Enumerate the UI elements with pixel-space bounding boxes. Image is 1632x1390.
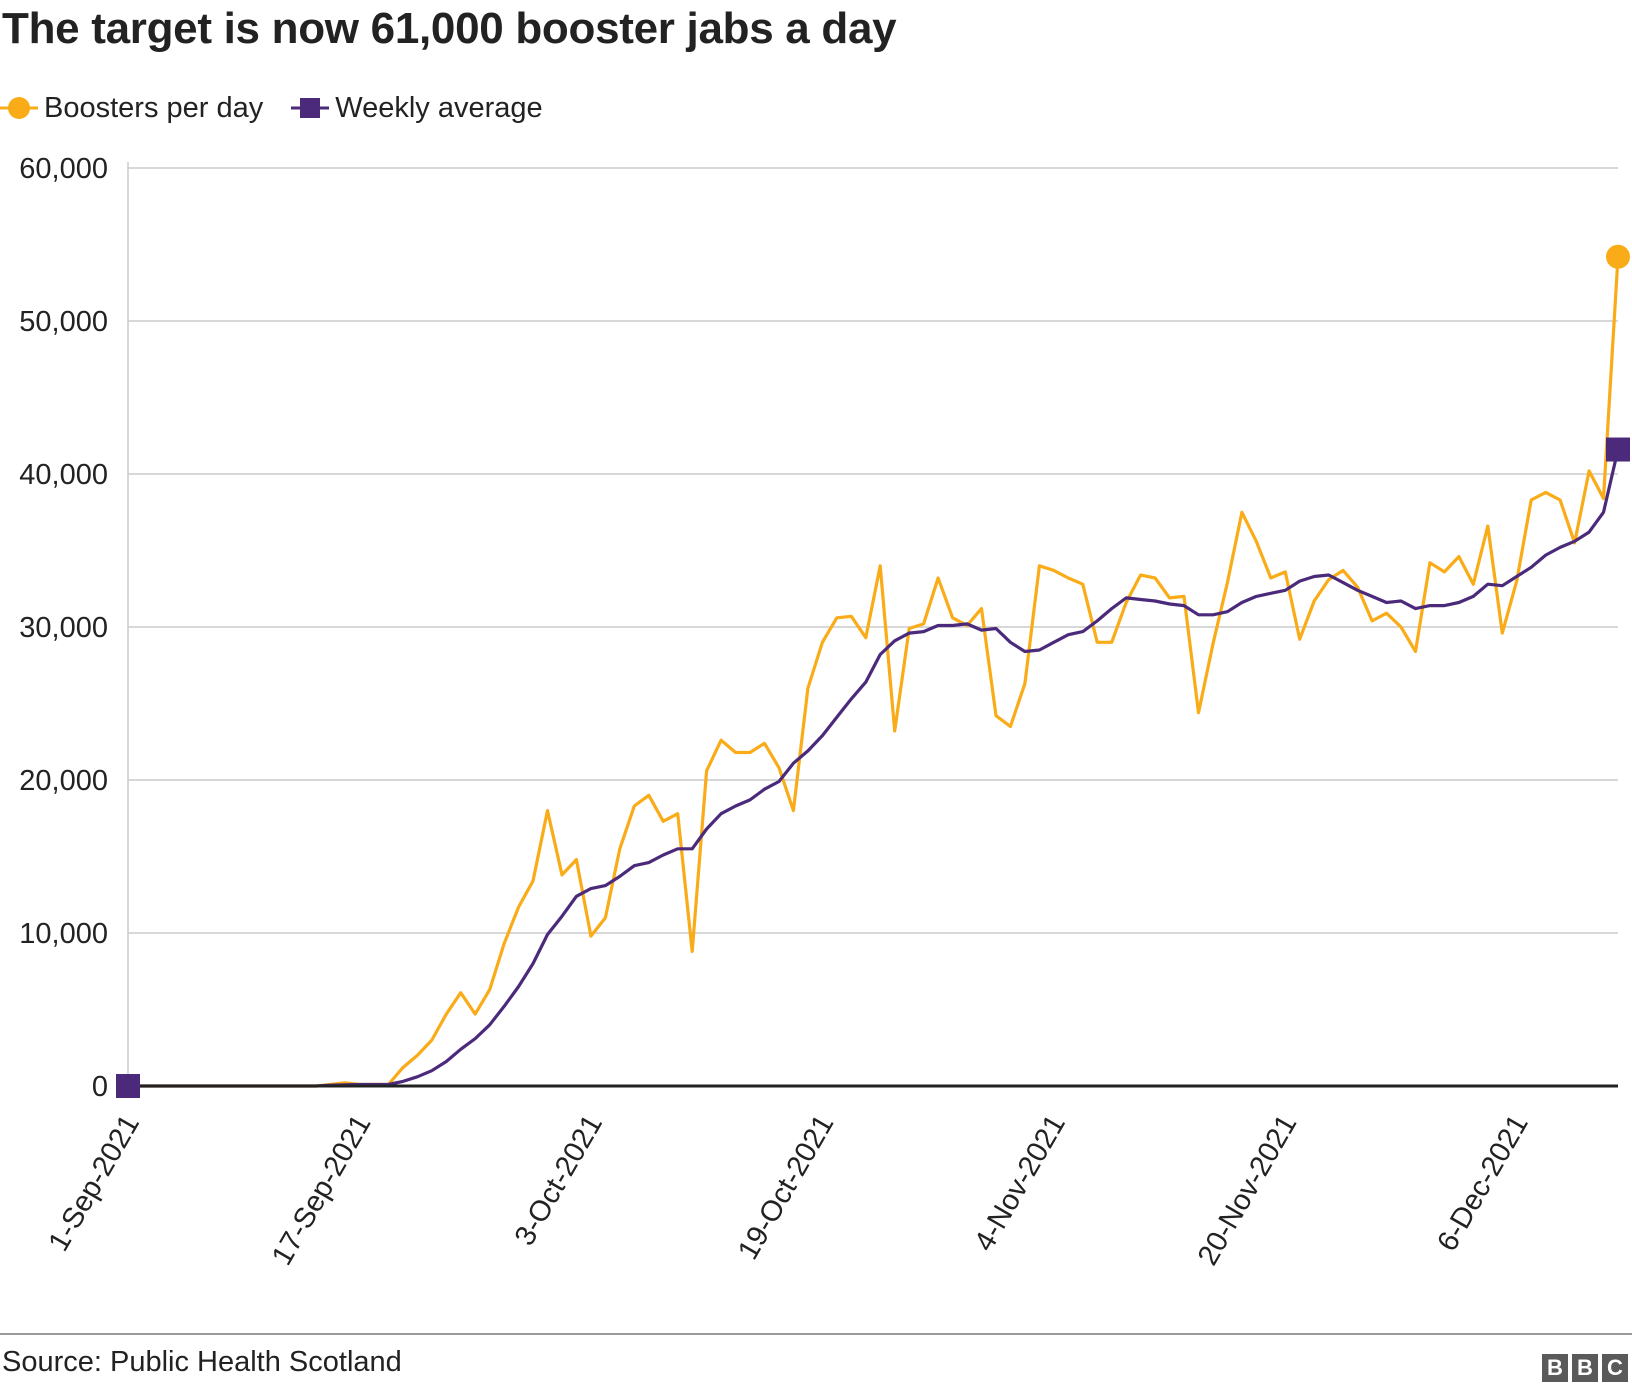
y-tick-label: 40,000 (19, 459, 108, 491)
y-tick-label: 10,000 (19, 918, 108, 950)
point-boosters-latest (1606, 244, 1630, 269)
series-line-weekly-average (128, 449, 1620, 1088)
y-tick-label: 30,000 (19, 612, 108, 644)
point-weekly-latest (1606, 437, 1630, 462)
bbc-logo: B B C (1542, 1354, 1628, 1382)
bbc-logo-letter: B (1542, 1354, 1568, 1382)
footer-divider (0, 1333, 1632, 1335)
point-weekly-first (116, 1074, 140, 1098)
bbc-logo-letter: C (1602, 1354, 1628, 1382)
x-tick-label: 19-Oct-2021 (732, 1110, 840, 1266)
y-tick-label: 60,000 (19, 153, 108, 185)
legend-item-weekly: Weekly average (291, 91, 543, 125)
x-tick-label: 20-Nov-2021 (1192, 1110, 1304, 1271)
x-tick-label: 17-Sep-2021 (266, 1110, 378, 1271)
x-tick-label: 1-Sep-2021 (43, 1110, 146, 1257)
legend-square-marker-icon (291, 98, 330, 118)
legend-label-weekly: Weekly average (335, 91, 543, 124)
legend-item-boosters: Boosters per day (0, 92, 263, 125)
x-tick-label: 3-Oct-2021 (509, 1110, 609, 1252)
bbc-logo-letter: B (1572, 1354, 1598, 1382)
x-tick-label: 6-Dec-2021 (1431, 1110, 1534, 1257)
y-tick-label: 20,000 (19, 765, 108, 797)
y-tick-label: 50,000 (19, 306, 108, 338)
chart-title: The target is now 61,000 booster jabs a … (2, 4, 897, 53)
y-tick-label: 0 (92, 1071, 108, 1103)
legend-circle-marker-icon (0, 97, 38, 119)
legend-label-boosters: Boosters per day (44, 91, 264, 124)
legend: Boosters per day Weekly average (0, 88, 571, 128)
source-note: Source: Public Health Scotland (2, 1346, 402, 1378)
x-tick-label: 4-Nov-2021 (968, 1110, 1071, 1257)
line-chart: 0 10,000 20,000 30,000 40,000 50,000 60,000 1-S… (19, 153, 1630, 1271)
